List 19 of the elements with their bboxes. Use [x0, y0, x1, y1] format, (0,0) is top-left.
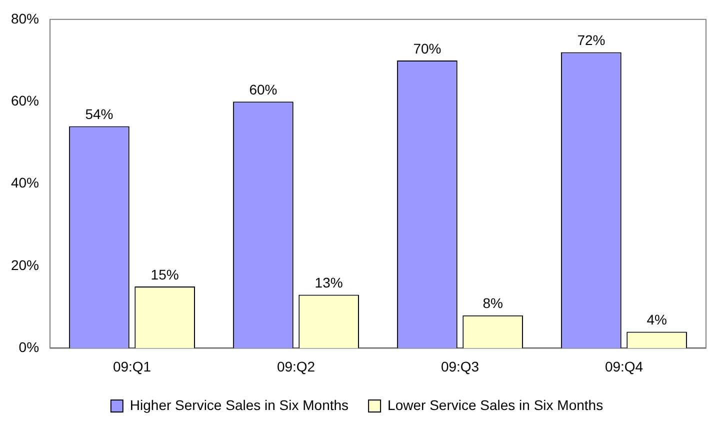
x-tick-label: 09:Q2: [276, 358, 316, 374]
y-tick-label: 0%: [18, 339, 40, 356]
y-tick-label: 20%: [10, 256, 40, 273]
data-label: 15%: [150, 266, 179, 282]
y-tick-label: 80%: [10, 10, 40, 26]
legend-label: Higher Service Sales in Six Months: [130, 396, 349, 413]
data-label: 54%: [85, 106, 114, 122]
data-label: 70%: [413, 40, 442, 56]
data-label: 8%: [482, 295, 503, 312]
y-tick-label: 40%: [10, 174, 40, 191]
y-tick-label: 60%: [10, 92, 40, 108]
x-tick-label: 09:Q4: [604, 358, 644, 374]
data-label: 60%: [249, 81, 278, 98]
data-label: 13%: [314, 274, 343, 291]
data-label: 4%: [646, 312, 667, 328]
data-label: 72%: [577, 32, 606, 48]
x-tick-label: 09:Q3: [440, 358, 480, 374]
legend-label: Lower Service Sales in Six Months: [388, 396, 604, 413]
x-tick-label: 09:Q1: [112, 358, 152, 374]
